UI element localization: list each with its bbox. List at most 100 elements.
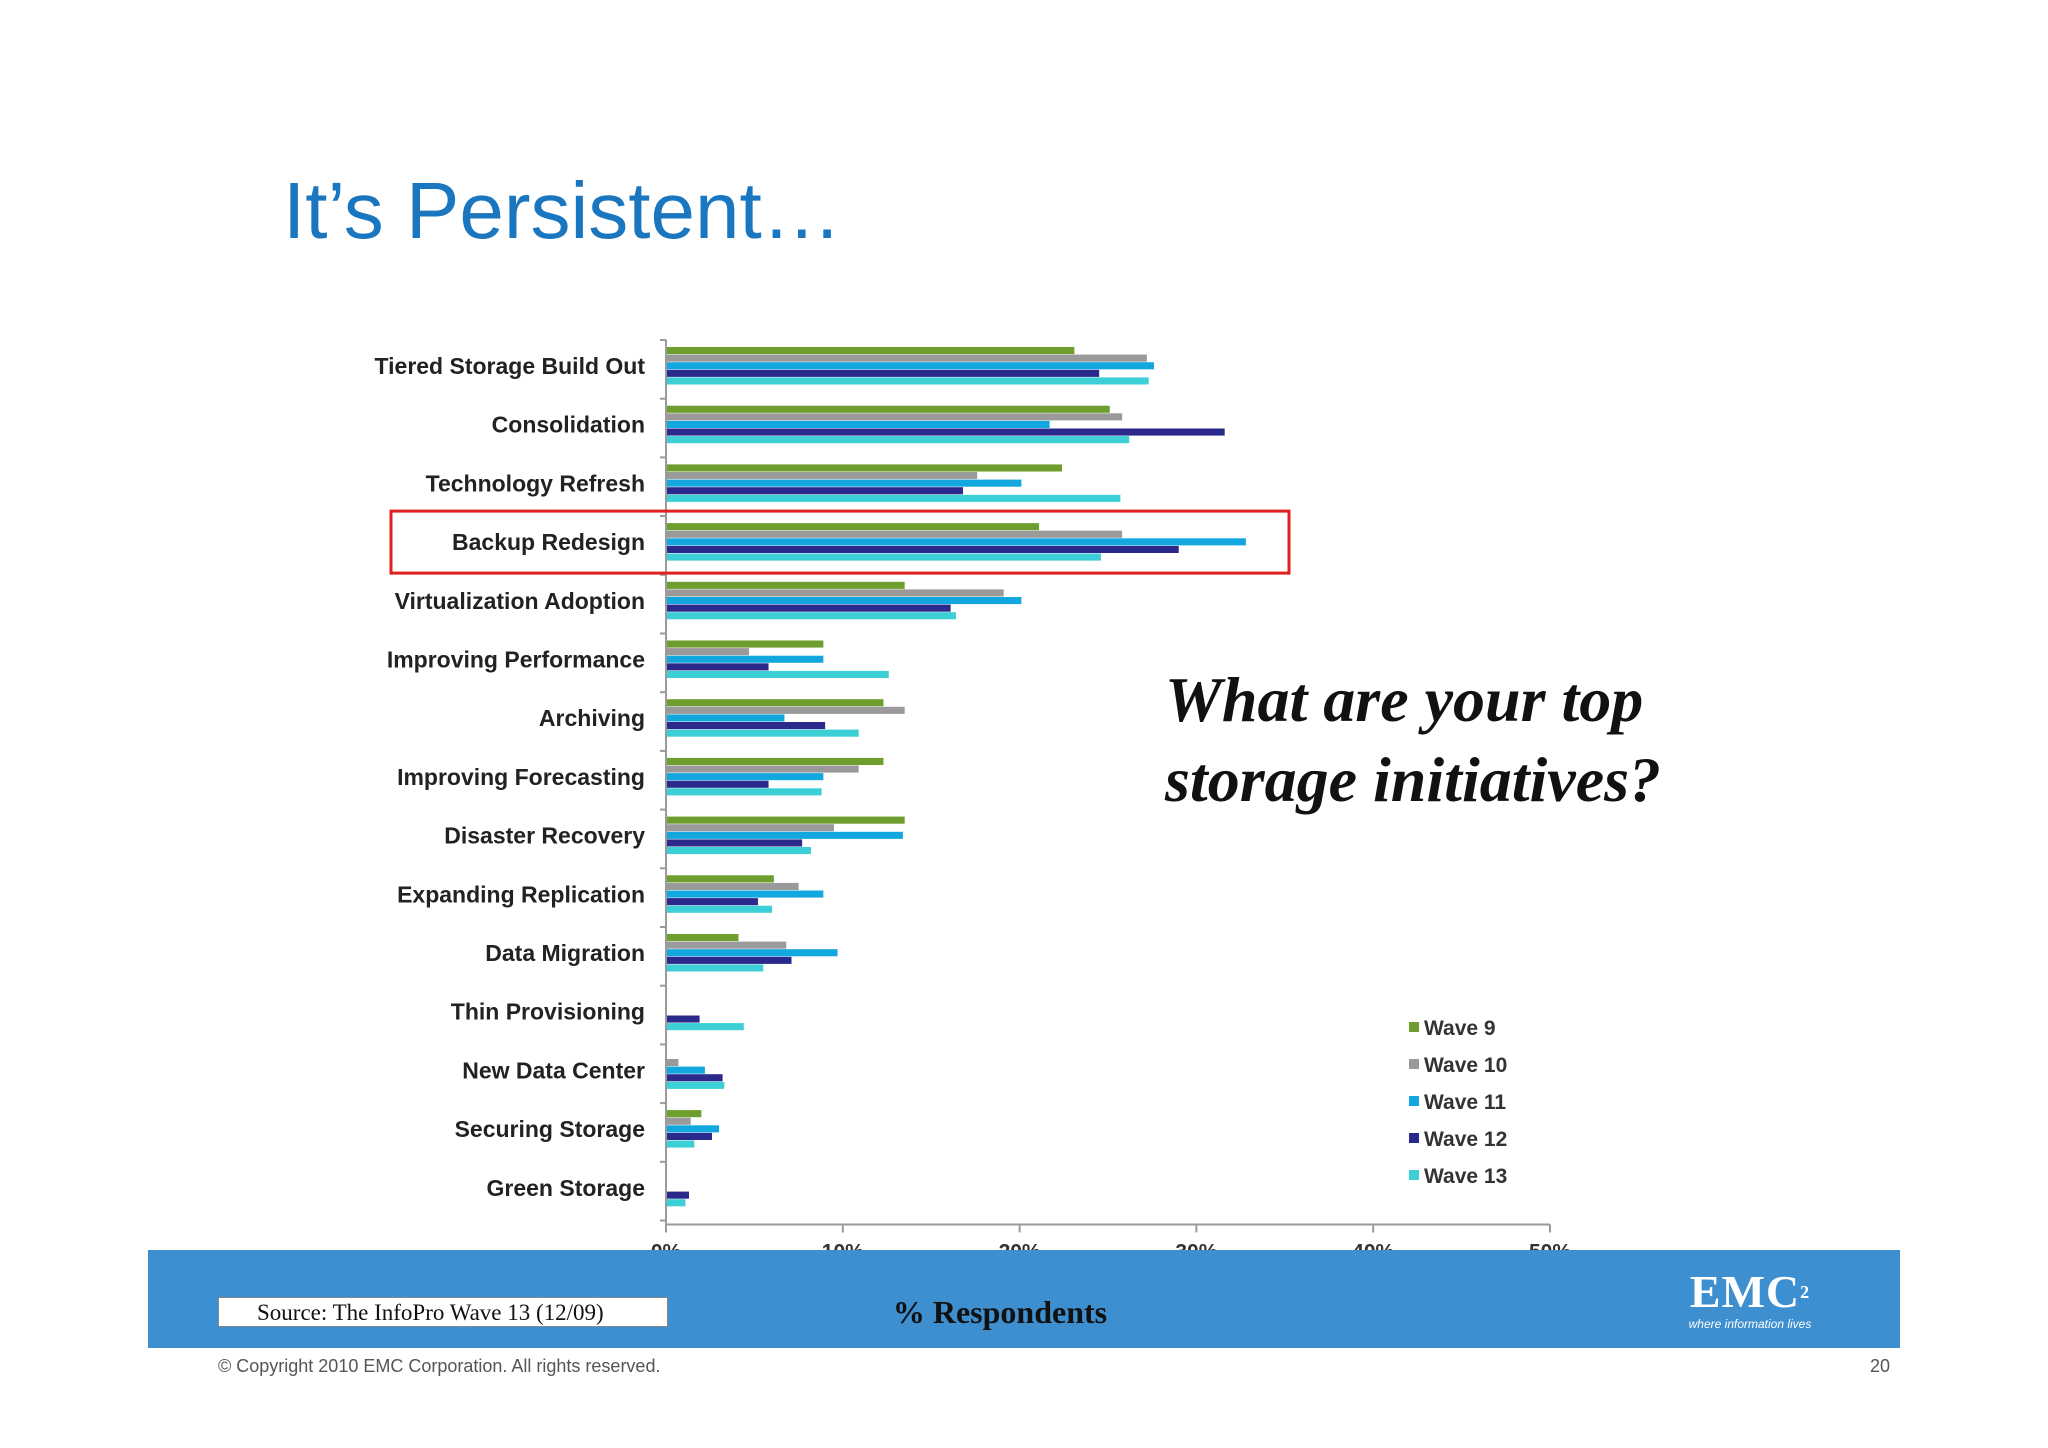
x-tick-label: 0% bbox=[651, 1241, 682, 1251]
legend-swatch bbox=[1409, 1170, 1419, 1180]
bar-improving-forecasting-wave-13 bbox=[666, 788, 822, 796]
x-axis-label: % Respondents bbox=[892, 1294, 1108, 1330]
bar-virtualization-adoption-wave-9 bbox=[666, 581, 905, 589]
legend-label: Wave 9 bbox=[1424, 1017, 1496, 1040]
bar-consolidation-wave-13 bbox=[666, 436, 1130, 444]
category-label: Expanding Replication bbox=[397, 881, 645, 907]
bar-disaster-recovery-wave-9 bbox=[666, 816, 905, 824]
bar-technology-refresh-wave-11 bbox=[666, 479, 1022, 487]
bar-thin-provisioning-wave-13 bbox=[666, 1023, 744, 1031]
category-label: Green Storage bbox=[487, 1175, 646, 1201]
bar-expanding-replication-wave-10 bbox=[666, 882, 799, 890]
bar-data-migration-wave-13 bbox=[666, 964, 764, 972]
bar-securing-storage-wave-11 bbox=[666, 1125, 720, 1133]
category-label: Consolidation bbox=[492, 412, 645, 438]
bar-consolidation-wave-12 bbox=[666, 428, 1225, 436]
bar-disaster-recovery-wave-11 bbox=[666, 831, 903, 839]
category-labels: Tiered Storage Build Out Consolidation Tec… bbox=[375, 353, 646, 1201]
bar-improving-performance-wave-11 bbox=[666, 655, 824, 663]
bar-tiered-storage-build-out-wave-12 bbox=[666, 369, 1100, 377]
question-text: What are your top storage initiatives? bbox=[1165, 664, 1661, 815]
copyright-text: © Copyright 2010 EMC Corporation. All ri… bbox=[218, 1356, 661, 1376]
bar-virtualization-adoption-wave-11 bbox=[666, 597, 1022, 605]
bar-tiered-storage-build-out-wave-13 bbox=[666, 377, 1149, 385]
bar-technology-refresh-wave-13 bbox=[666, 494, 1121, 502]
bar-backup-redesign-wave-10 bbox=[666, 530, 1123, 538]
legend-swatch bbox=[1409, 1096, 1419, 1106]
bar-improving-performance-wave-13 bbox=[666, 670, 889, 678]
bar-securing-storage-wave-12 bbox=[666, 1132, 712, 1140]
bar-backup-redesign-wave-12 bbox=[666, 545, 1179, 553]
category-label: Technology Refresh bbox=[426, 470, 645, 496]
bar-disaster-recovery-wave-12 bbox=[666, 839, 803, 847]
legend-label: Wave 11 bbox=[1424, 1091, 1506, 1114]
bar-improving-performance-wave-10 bbox=[666, 648, 750, 656]
bar-archiving-wave-10 bbox=[666, 706, 905, 714]
category-label: Securing Storage bbox=[455, 1116, 645, 1142]
slide-title: It’s Persistent… bbox=[283, 166, 842, 255]
bar-technology-refresh-wave-10 bbox=[666, 472, 978, 480]
bar-data-migration-wave-11 bbox=[666, 949, 838, 957]
legend-swatch bbox=[1409, 1059, 1419, 1069]
bar-securing-storage-wave-9 bbox=[666, 1110, 702, 1118]
bar-tiered-storage-build-out-wave-10 bbox=[666, 354, 1147, 362]
bar-new-data-center-wave-11 bbox=[666, 1066, 705, 1074]
chart-axis bbox=[660, 339, 1550, 1226]
bar-securing-storage-wave-10 bbox=[666, 1117, 691, 1125]
bar-data-migration-wave-12 bbox=[666, 956, 792, 964]
bar-improving-performance-wave-12 bbox=[666, 663, 769, 671]
category-label: Backup Redesign bbox=[452, 529, 645, 555]
bar-green-storage-wave-13 bbox=[666, 1199, 686, 1207]
category-label: Thin Provisioning bbox=[451, 999, 645, 1025]
x-tick-label: 10% bbox=[822, 1241, 864, 1251]
bar-expanding-replication-wave-12 bbox=[666, 898, 758, 906]
page-number: 20 bbox=[1869, 1356, 1890, 1376]
x-tick-label: 20% bbox=[999, 1241, 1041, 1251]
category-label: Tiered Storage Build Out bbox=[375, 353, 646, 379]
x-tick-label: 40% bbox=[1352, 1241, 1394, 1251]
bar-expanding-replication-wave-9 bbox=[666, 875, 774, 883]
legend-label: Wave 13 bbox=[1424, 1165, 1507, 1188]
category-label: Virtualization Adoption bbox=[395, 588, 645, 614]
legend-swatch bbox=[1409, 1022, 1419, 1032]
bar-archiving-wave-11 bbox=[666, 714, 785, 722]
category-label: Archiving bbox=[539, 705, 645, 731]
bar-improving-forecasting-wave-9 bbox=[666, 757, 884, 765]
bar-virtualization-adoption-wave-10 bbox=[666, 589, 1004, 597]
emc-logo: EMC2 where information lives bbox=[1660, 1268, 1840, 1332]
bar-new-data-center-wave-13 bbox=[666, 1081, 725, 1089]
bar-backup-redesign-wave-9 bbox=[666, 523, 1040, 531]
bar-new-data-center-wave-10 bbox=[666, 1059, 679, 1067]
x-tick-label: 30% bbox=[1175, 1241, 1217, 1251]
bar-technology-refresh-wave-12 bbox=[666, 487, 964, 495]
category-label: Disaster Recovery bbox=[444, 823, 645, 849]
bar-data-migration-wave-9 bbox=[666, 934, 739, 942]
bar-virtualization-adoption-wave-13 bbox=[666, 612, 956, 620]
logo-text: EMC bbox=[1689, 1266, 1801, 1317]
source-note: Source: The InfoPro Wave 13 (12/09) bbox=[218, 1297, 668, 1327]
bar-new-data-center-wave-12 bbox=[666, 1074, 723, 1082]
bar-archiving-wave-13 bbox=[666, 729, 859, 737]
legend-label: Wave 10 bbox=[1424, 1054, 1507, 1077]
bar-backup-redesign-wave-13 bbox=[666, 553, 1101, 561]
legend-swatch bbox=[1409, 1133, 1419, 1143]
bar-data-migration-wave-10 bbox=[666, 941, 787, 949]
bar-virtualization-adoption-wave-12 bbox=[666, 604, 951, 612]
bar-tiered-storage-build-out-wave-9 bbox=[666, 347, 1075, 355]
bar-thin-provisioning-wave-12 bbox=[666, 1015, 700, 1023]
bar-disaster-recovery-wave-13 bbox=[666, 847, 811, 855]
bar-technology-refresh-wave-9 bbox=[666, 464, 1063, 472]
bar-improving-forecasting-wave-10 bbox=[666, 765, 859, 773]
logo-tagline: where information lives bbox=[1688, 1317, 1812, 1331]
bar-group bbox=[666, 347, 1246, 1207]
bar-consolidation-wave-10 bbox=[666, 413, 1123, 421]
category-label: Improving Performance bbox=[387, 647, 645, 673]
bar-consolidation-wave-11 bbox=[666, 420, 1050, 428]
chart-legend: Wave 9 Wave 10 Wave 11 Wave 12 Wave 13 bbox=[1409, 1017, 1507, 1188]
category-label: New Data Center bbox=[462, 1057, 645, 1083]
x-tick-label: 50% bbox=[1529, 1241, 1571, 1251]
bar-chart: Tiered Storage Build Out Consolidation Tec… bbox=[375, 339, 1571, 1251]
bar-green-storage-wave-12 bbox=[666, 1191, 689, 1199]
bar-improving-forecasting-wave-11 bbox=[666, 773, 824, 781]
bar-improving-performance-wave-9 bbox=[666, 640, 824, 648]
